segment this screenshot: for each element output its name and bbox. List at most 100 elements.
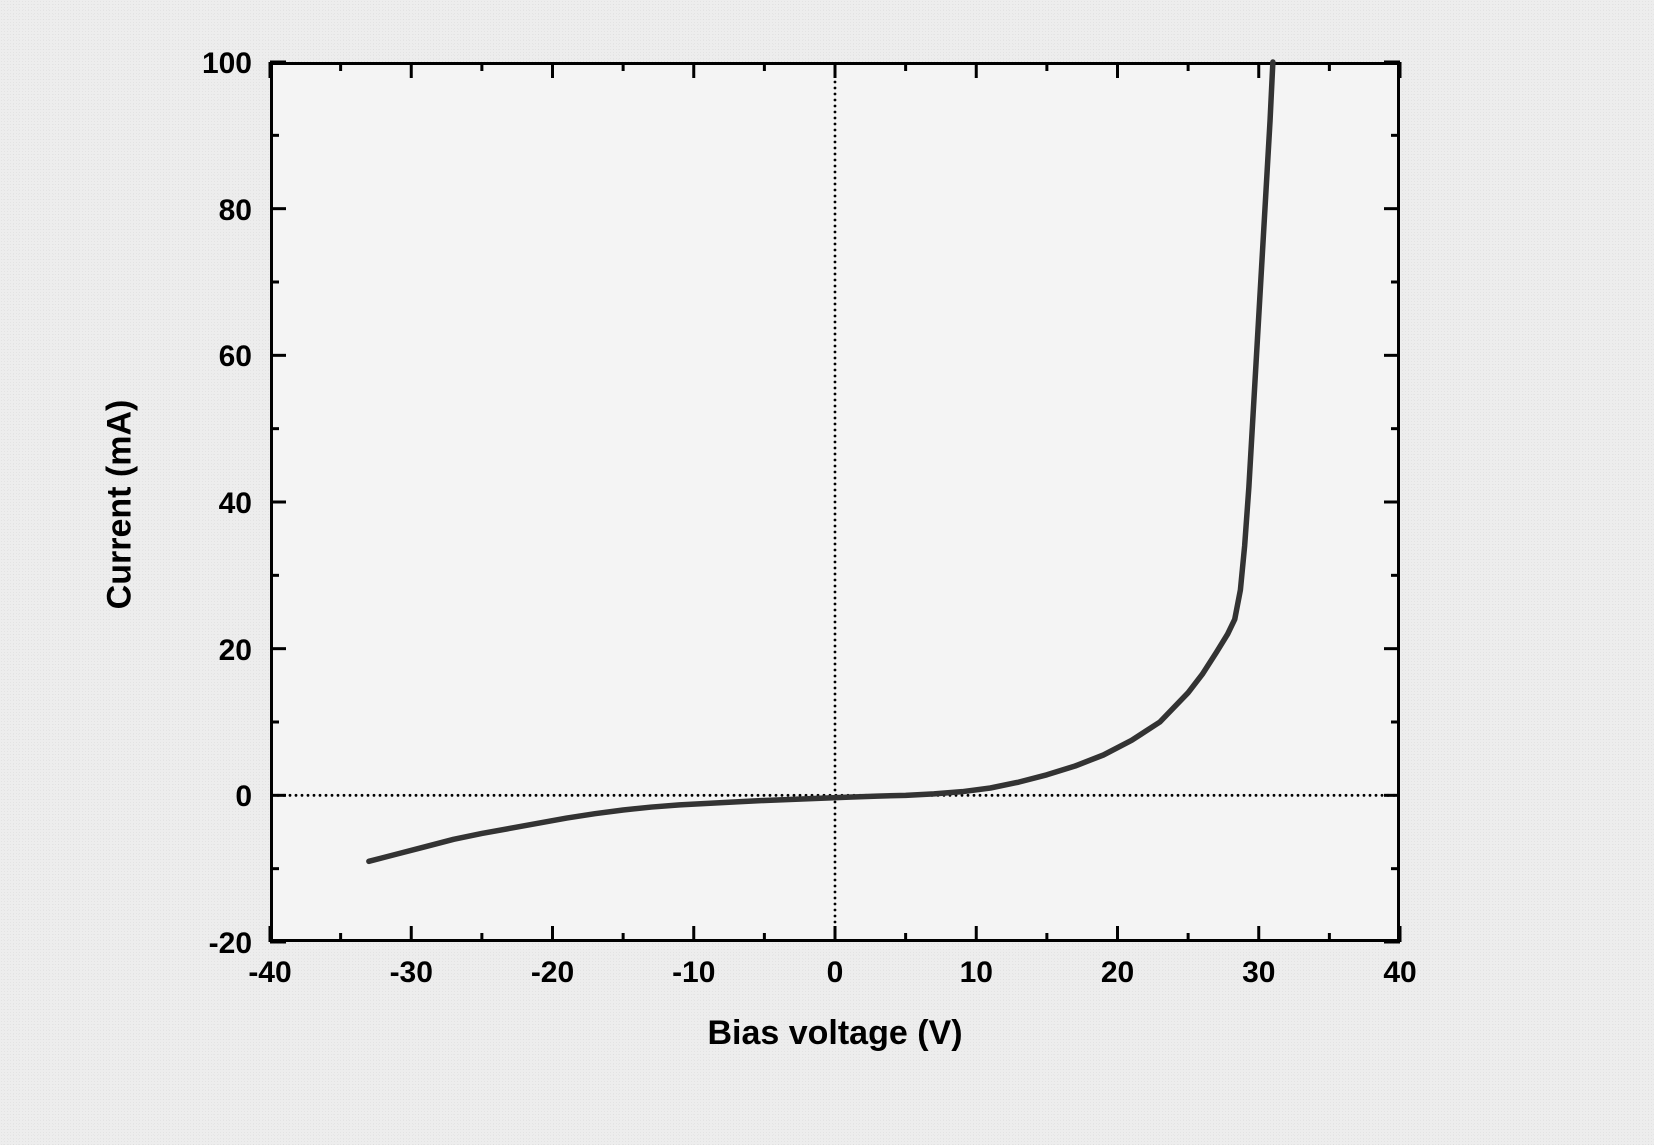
zero-line-v-dot <box>834 885 837 888</box>
zero-line-v-dot <box>834 765 837 768</box>
zero-line-h-dot <box>721 794 724 797</box>
zero-line-h-dot <box>1345 794 1348 797</box>
zero-line-v-dot <box>834 327 837 330</box>
zero-line-v-dot <box>834 177 837 180</box>
tick-label: 20 <box>219 634 252 668</box>
zero-line-v-dot <box>834 687 837 690</box>
zero-line-h-dot <box>1339 794 1342 797</box>
tick-label: 0 <box>235 780 252 814</box>
zero-line-h-dot <box>403 794 406 797</box>
tick-label: 60 <box>219 340 252 374</box>
zero-line-h-dot <box>1375 794 1378 797</box>
zero-line-v-dot <box>834 747 837 750</box>
zero-line-v-dot <box>834 87 837 90</box>
zero-line-v-dot <box>834 483 837 486</box>
zero-line-h-dot <box>1039 794 1042 797</box>
zero-line-h-dot <box>1219 794 1222 797</box>
zero-line-h-dot <box>565 794 568 797</box>
tick-label: 80 <box>219 194 252 228</box>
tick-label: -30 <box>390 956 433 990</box>
zero-line-v-dot <box>834 315 837 318</box>
zero-line-h-dot <box>307 794 310 797</box>
zero-line-h-dot <box>319 794 322 797</box>
zero-line-v-dot <box>834 579 837 582</box>
zero-line-v-dot <box>834 789 837 792</box>
zero-line-h-dot <box>1231 794 1234 797</box>
zero-line-v-dot <box>834 663 837 666</box>
zero-line-v-dot <box>834 849 837 852</box>
zero-line-h-dot <box>733 794 736 797</box>
zero-line-h-dot <box>313 794 316 797</box>
zero-line-h-dot <box>1141 794 1144 797</box>
zero-line-v-dot <box>834 405 837 408</box>
zero-line-h-dot <box>1021 794 1024 797</box>
zero-line-h-dot <box>1243 794 1246 797</box>
zero-line-v-dot <box>834 699 837 702</box>
zero-line-v-dot <box>834 357 837 360</box>
zero-line-h-dot <box>1237 794 1240 797</box>
tick-label: 10 <box>960 956 993 990</box>
zero-line-h-dot <box>1273 794 1276 797</box>
zero-line-v-dot <box>834 417 837 420</box>
tick-label: -10 <box>672 956 715 990</box>
zero-line-v-dot <box>834 495 837 498</box>
zero-line-h-dot <box>547 794 550 797</box>
zero-line-h-dot <box>991 794 994 797</box>
zero-line-v-dot <box>834 297 837 300</box>
zero-line-v-dot <box>834 423 837 426</box>
zero-line-v-dot <box>834 567 837 570</box>
zero-line-h-dot <box>1087 794 1090 797</box>
zero-line-h-dot <box>1261 794 1264 797</box>
zero-line-v-dot <box>834 237 837 240</box>
zero-line-v-dot <box>834 447 837 450</box>
tick-label: 40 <box>219 487 252 521</box>
zero-line-h-dot <box>469 794 472 797</box>
zero-line-h-dot <box>1333 794 1336 797</box>
zero-line-h-dot <box>1201 794 1204 797</box>
zero-line-v-dot <box>834 195 837 198</box>
zero-line-h-dot <box>619 794 622 797</box>
zero-line-h-dot <box>481 794 484 797</box>
zero-line-h-dot <box>637 794 640 797</box>
zero-line-h-dot <box>475 794 478 797</box>
zero-line-h-dot <box>1207 794 1210 797</box>
zero-line-v-dot <box>834 813 837 816</box>
zero-line-h-dot <box>1249 794 1252 797</box>
zero-line-h-dot <box>1351 794 1354 797</box>
zero-line-v-dot <box>834 171 837 174</box>
zero-line-v-dot <box>834 471 837 474</box>
zero-line-h-dot <box>1147 794 1150 797</box>
zero-line-v-dot <box>834 285 837 288</box>
zero-line-h-dot <box>1027 794 1030 797</box>
zero-line-v-dot <box>834 159 837 162</box>
zero-line-h-dot <box>1369 794 1372 797</box>
zero-line-v-dot <box>834 615 837 618</box>
zero-line-h-dot <box>1069 794 1072 797</box>
zero-line-h-dot <box>757 794 760 797</box>
zero-line-h-dot <box>457 794 460 797</box>
zero-line-v-dot <box>834 369 837 372</box>
zero-line-h-dot <box>1225 794 1228 797</box>
tick-label: 0 <box>827 956 844 990</box>
zero-line-v-dot <box>834 831 837 834</box>
zero-line-v-dot <box>834 345 837 348</box>
zero-line-h-dot <box>355 794 358 797</box>
zero-line-v-dot <box>834 771 837 774</box>
zero-line-h-dot <box>451 794 454 797</box>
zero-line-v-dot <box>834 639 837 642</box>
zero-line-v-dot <box>834 453 837 456</box>
zero-line-v-dot <box>834 825 837 828</box>
zero-line-h-dot <box>349 794 352 797</box>
zero-line-h-dot <box>433 794 436 797</box>
zero-line-h-dot <box>775 794 778 797</box>
zero-line-h-dot <box>739 794 742 797</box>
zero-line-h-dot <box>1075 794 1078 797</box>
zero-line-v-dot <box>834 393 837 396</box>
zero-line-v-dot <box>834 375 837 378</box>
zero-line-v-dot <box>834 273 837 276</box>
zero-line-h-dot <box>1363 794 1366 797</box>
zero-line-v-dot <box>834 651 837 654</box>
zero-line-h-dot <box>523 794 526 797</box>
zero-line-v-dot <box>834 513 837 516</box>
zero-line-v-dot <box>834 915 837 918</box>
